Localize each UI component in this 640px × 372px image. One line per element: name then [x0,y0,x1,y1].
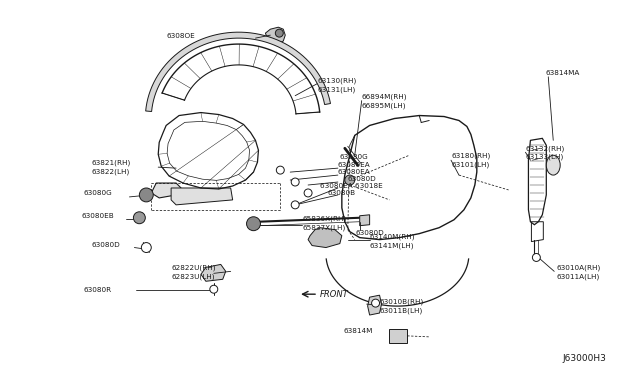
Text: 63822(LH): 63822(LH) [92,169,130,175]
Text: 63080EA 63018E: 63080EA 63018E [320,183,383,189]
Circle shape [246,217,260,231]
Text: 63080B: 63080B [328,190,356,196]
Text: 65836X(RH): 65836X(RH) [302,215,346,222]
Text: 63814MA: 63814MA [545,70,580,76]
Polygon shape [201,264,226,281]
Text: 63080EA: 63080EA [338,169,371,175]
Polygon shape [367,295,381,315]
Circle shape [210,285,218,293]
Text: 63140M(RH): 63140M(RH) [370,233,415,240]
Polygon shape [171,188,233,205]
Circle shape [532,253,540,262]
Text: 63180(RH): 63180(RH) [451,153,490,160]
Polygon shape [266,27,285,44]
Text: 63080G: 63080G [84,190,113,196]
Circle shape [304,189,312,197]
Text: 63133(LH): 63133(LH) [525,154,564,160]
Text: 63010A(RH): 63010A(RH) [556,264,600,271]
Text: 65837X(LH): 65837X(LH) [302,224,346,231]
Text: 63821(RH): 63821(RH) [92,160,131,166]
Text: 62823U(LH): 62823U(LH) [171,273,214,280]
Text: FRONT: FRONT [320,290,349,299]
Text: J63000H3: J63000H3 [562,354,606,363]
Text: 63010B(RH): 63010B(RH) [380,299,424,305]
Polygon shape [308,228,342,247]
Circle shape [345,175,355,185]
Text: 63080R: 63080R [84,287,112,293]
Circle shape [141,243,151,253]
Polygon shape [146,32,330,112]
Circle shape [276,166,284,174]
Text: 63130(RH): 63130(RH) [317,77,356,84]
Text: 66894M(RH): 66894M(RH) [362,93,407,100]
Circle shape [140,188,153,202]
Text: 63011A(LH): 63011A(LH) [556,273,600,280]
Text: 63080D: 63080D [348,176,376,182]
Text: 63132(RH): 63132(RH) [525,145,564,151]
Circle shape [291,201,299,209]
Text: 63011B(LH): 63011B(LH) [380,308,423,314]
Text: 63131(LH): 63131(LH) [317,86,355,93]
Polygon shape [360,215,370,226]
Text: 66895M(LH): 66895M(LH) [362,102,406,109]
Text: 63141M(LH): 63141M(LH) [370,242,414,249]
Text: 63080EA: 63080EA [338,162,371,168]
Text: 63101(LH): 63101(LH) [451,162,489,169]
Text: 63814M: 63814M [344,328,373,334]
Circle shape [372,299,380,307]
Bar [390,329,407,343]
Polygon shape [151,183,181,198]
Circle shape [291,178,299,186]
Circle shape [133,212,145,224]
Text: 63080G: 63080G [340,154,369,160]
Text: 6308OE: 6308OE [166,33,195,39]
Text: 63080D: 63080D [356,230,385,235]
Circle shape [275,29,284,37]
Text: 63080D: 63080D [92,241,120,247]
Text: 63080EB: 63080EB [82,213,115,219]
Text: 62822U(RH): 62822U(RH) [171,264,216,271]
Ellipse shape [547,155,560,175]
